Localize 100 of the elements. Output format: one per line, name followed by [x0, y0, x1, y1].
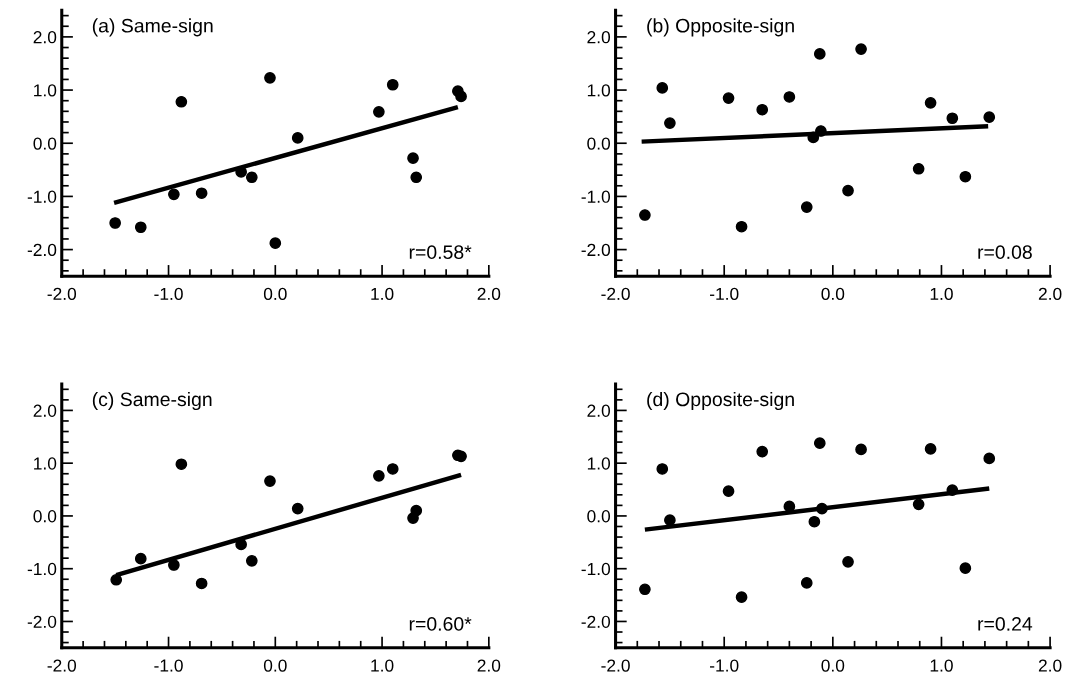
y-tick-label: -2.0 [581, 243, 611, 257]
y-tick-label: 1.0 [587, 457, 611, 470]
chart-title: (b) Opposite-sign [647, 18, 794, 37]
y-tick-label: -1.0 [581, 562, 611, 576]
annotation: r=0.58* [409, 245, 472, 260]
point [722, 485, 735, 497]
point [410, 504, 423, 517]
point [134, 221, 147, 234]
x-tick-label: 1.0 [930, 287, 953, 301]
x-tick-label: -1.0 [710, 287, 739, 301]
y-tick-label: 2.0 [587, 404, 611, 417]
point [912, 498, 925, 511]
point [373, 469, 385, 482]
x-tick-label: 1.0 [371, 659, 394, 672]
y-tick-label: -1.0 [27, 190, 57, 203]
point [407, 152, 419, 164]
y-tick-label: 1.0 [34, 84, 57, 97]
x-tick-label: -1.0 [154, 287, 183, 301]
y-tick-label: 2.0 [587, 31, 611, 44]
y-tick-label: -2.0 [27, 243, 57, 257]
chart-title: (a) Same-sign [92, 18, 213, 37]
x-tick-label: -2.0 [47, 287, 77, 301]
point [168, 188, 180, 201]
chart-title: (d) Opposite-sign [647, 391, 794, 411]
point [912, 162, 925, 175]
point [291, 132, 304, 144]
point [815, 125, 827, 137]
x-tick-label: -2.0 [601, 287, 630, 301]
point [959, 562, 972, 575]
point [842, 555, 854, 568]
x-tick-label: 1.0 [371, 287, 394, 301]
point [756, 103, 769, 116]
point [656, 463, 669, 475]
x-tick-label: 1.0 [930, 659, 953, 672]
point [175, 458, 188, 471]
point [735, 220, 748, 233]
point [269, 237, 282, 250]
point [639, 209, 651, 221]
point [983, 111, 996, 124]
x-tick-label: 2.0 [477, 287, 501, 301]
point [109, 217, 121, 229]
point [373, 106, 385, 118]
x-tick-label: -1.0 [154, 659, 183, 672]
point [168, 559, 180, 571]
point [195, 577, 208, 590]
point [924, 96, 937, 109]
point [386, 463, 399, 475]
point [735, 591, 748, 604]
point [800, 201, 813, 213]
y-tick-label: -2.0 [581, 615, 611, 628]
annotation: r=0.60* [409, 617, 472, 631]
point [386, 78, 399, 91]
point [722, 92, 735, 104]
x-tick-label: 2.0 [477, 659, 501, 672]
x-tick-label: -2.0 [47, 659, 77, 672]
x-tick-label: 2.0 [1038, 287, 1062, 301]
point [756, 445, 769, 458]
point [134, 552, 147, 565]
point [110, 573, 123, 586]
annotation: r=0.24 [978, 617, 1033, 631]
x-tick-label: 0.0 [821, 659, 845, 672]
point [855, 443, 867, 456]
point [959, 170, 972, 183]
point [264, 475, 276, 487]
point [808, 515, 821, 528]
y-tick-label: 1.0 [34, 457, 57, 470]
point [800, 577, 813, 589]
point [664, 117, 676, 129]
point [855, 43, 867, 55]
point [946, 484, 959, 496]
y-tick-label: -1.0 [27, 562, 57, 576]
y-tick-label: -2.0 [27, 615, 57, 628]
y-tick-label: 0.0 [587, 137, 611, 150]
point [245, 554, 258, 567]
point [783, 91, 796, 103]
x-tick-label: -2.0 [601, 659, 630, 672]
y-tick-label: 0.0 [33, 137, 57, 150]
point [291, 502, 304, 515]
chart-title: (c) Same-sign [92, 391, 212, 411]
y-tick-label: -1.0 [581, 190, 611, 203]
point [410, 171, 423, 184]
point [245, 171, 258, 184]
y-tick-label: 0.0 [587, 510, 611, 523]
x-tick-label: 0.0 [821, 287, 845, 301]
annotation: r=0.08 [978, 245, 1032, 260]
y-tick-label: 1.0 [587, 84, 611, 97]
point [816, 502, 828, 515]
x-tick-label: -1.0 [710, 659, 739, 672]
point [639, 583, 651, 596]
point [807, 131, 820, 144]
point [264, 71, 276, 84]
point [813, 48, 826, 60]
point [842, 184, 854, 197]
point [195, 187, 208, 200]
point [455, 90, 467, 103]
point [924, 443, 937, 455]
point [946, 112, 959, 125]
y-tick-label: 2.0 [33, 404, 57, 417]
y-tick-label: 2.0 [33, 31, 57, 44]
point [175, 95, 188, 108]
